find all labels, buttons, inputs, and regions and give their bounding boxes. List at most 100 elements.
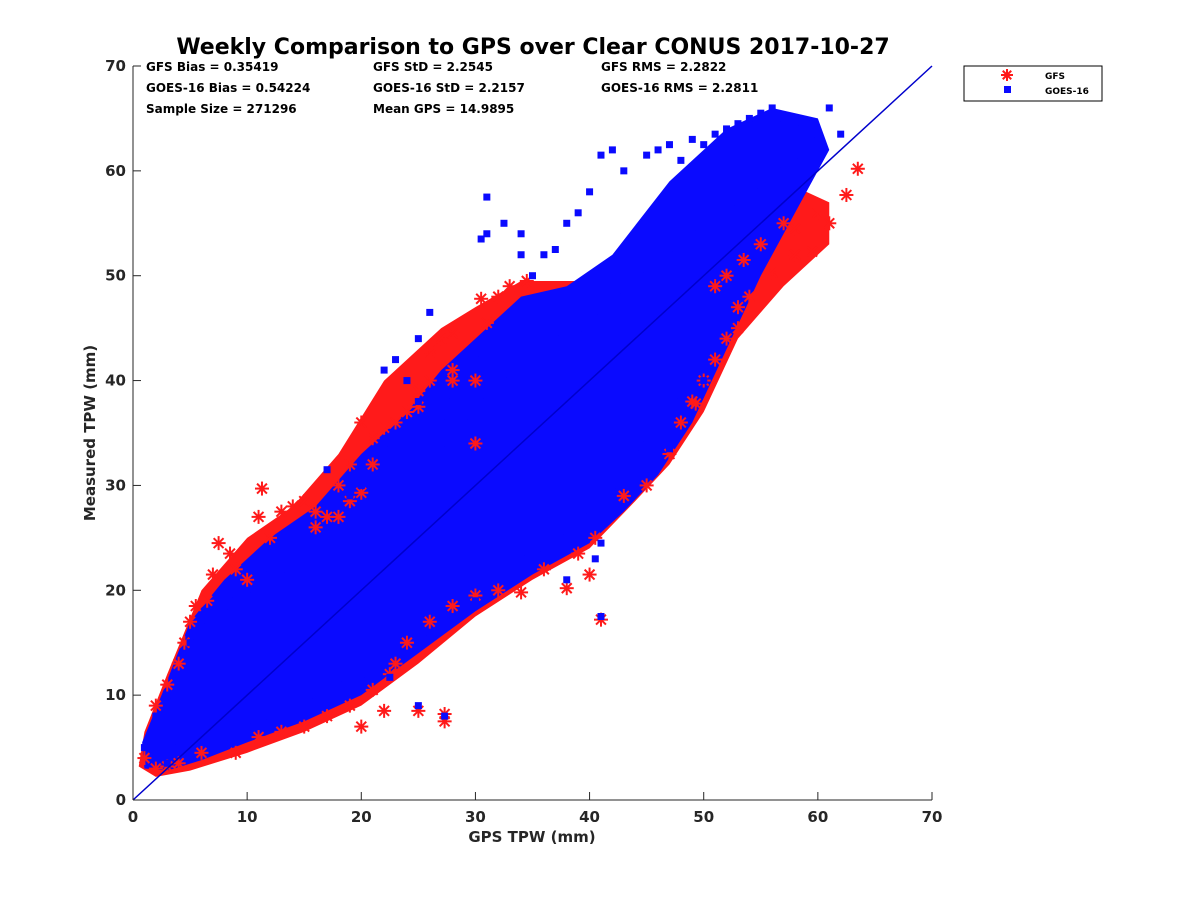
gfs-point-stroke — [812, 207, 824, 219]
gfs-point — [514, 585, 529, 600]
gfs-point — [688, 396, 703, 411]
goes16-point — [797, 151, 805, 159]
gfs-point-stroke — [150, 762, 162, 775]
goes16-point — [643, 151, 651, 159]
goes16-point — [494, 576, 502, 584]
gfs-point-stroke — [161, 679, 173, 691]
goes16-point — [312, 691, 320, 699]
goes16-point — [643, 272, 651, 280]
goes16-point — [665, 445, 673, 453]
gfs-point — [491, 289, 506, 304]
goes16-point — [289, 702, 297, 710]
gfs-point-stroke — [252, 731, 265, 743]
goes16-point — [140, 744, 148, 752]
gfs-point — [422, 347, 437, 362]
goes16-point — [152, 712, 160, 720]
goes16-point — [323, 466, 331, 474]
gfs-point — [308, 504, 323, 519]
gfs-point-stroke — [618, 490, 630, 502]
gfs-point — [708, 279, 723, 294]
gfs-point — [377, 420, 392, 435]
gfs-point-stroke — [207, 568, 219, 581]
gfs-point — [254, 481, 269, 496]
gfs-point — [805, 244, 820, 259]
gfs-point — [765, 265, 780, 280]
goes16-point — [597, 539, 605, 547]
gfs-point-stroke — [389, 416, 402, 429]
goes16-point — [574, 324, 582, 332]
gfs-point-stroke — [287, 500, 299, 513]
gfs-point — [719, 331, 734, 346]
gfs-point-stroke — [367, 684, 379, 696]
x-tick-label: 10 — [237, 808, 258, 826]
gfs-point — [616, 488, 631, 503]
gfs-point-stroke — [583, 568, 596, 581]
gfs-point — [171, 656, 186, 671]
gfs-point — [491, 583, 506, 598]
gfs-point — [736, 252, 751, 267]
gfs-point-stroke — [378, 705, 390, 717]
goes16-point — [197, 738, 205, 746]
goes16-point — [483, 230, 491, 238]
gfs-point-stroke — [806, 245, 818, 258]
gfs-point — [850, 161, 865, 176]
gfs-point-stroke — [275, 726, 288, 738]
gfs-point-stroke — [561, 582, 573, 594]
gfs-point — [342, 698, 357, 713]
goes16-point — [449, 398, 457, 406]
legend-label-goes16: GOES-16 — [1045, 87, 1089, 97]
gfs-point — [320, 709, 335, 724]
goes16-point — [477, 235, 485, 243]
gfs-point — [148, 761, 163, 776]
goes16-point — [163, 759, 171, 767]
goes16-point — [441, 712, 449, 720]
gfs-point — [365, 682, 380, 697]
gfs-point-stroke — [367, 432, 379, 444]
gfs-point-stroke — [389, 658, 402, 670]
goes16-point — [791, 125, 799, 133]
legend-gfs-marker — [1001, 69, 1013, 81]
gfs-point-stroke — [435, 332, 447, 345]
goes16-point — [449, 618, 457, 626]
gfs-point-stroke — [446, 327, 459, 340]
goes16-point — [620, 167, 628, 175]
gfs-point — [730, 300, 745, 315]
gfs-point-stroke — [241, 574, 253, 586]
goes16-point — [688, 230, 696, 238]
gfs-point-stroke — [572, 547, 584, 560]
gfs-point-stroke — [173, 658, 185, 670]
y-tick-label: 30 — [105, 476, 126, 494]
asterisk-icon — [1001, 69, 1013, 81]
gfs-point — [194, 745, 209, 760]
goes16-point — [802, 120, 810, 128]
gfs-point — [251, 509, 266, 524]
y-tick-label: 40 — [105, 372, 126, 390]
gfs-point-stroke — [412, 385, 425, 397]
stat-goes16-std: GOES-16 StD = 2.2157 — [373, 81, 525, 95]
goes16-point — [255, 576, 263, 584]
stat-sample-size: Sample Size = 271296 — [146, 102, 297, 116]
goes16-point — [460, 377, 468, 385]
goes16-point — [540, 544, 548, 552]
goes16-point — [483, 193, 491, 201]
goes16-point — [220, 733, 228, 741]
gfs-point — [399, 405, 414, 420]
gfs-point — [365, 457, 380, 472]
gfs-point-stroke — [355, 720, 367, 733]
gfs-point — [240, 572, 255, 587]
goes16-point — [563, 576, 571, 584]
y-tick-label: 50 — [105, 267, 126, 285]
gfs-point — [223, 546, 238, 561]
gfs-point-stroke — [344, 458, 356, 471]
goes16-point — [300, 539, 308, 547]
goes16-point — [591, 555, 599, 563]
goes16-point — [266, 712, 274, 720]
x-tick-label: 20 — [351, 808, 372, 826]
goes16-point — [586, 513, 594, 521]
goes16-point — [597, 613, 605, 620]
legend-label-gfs: GFS — [1045, 72, 1065, 82]
gfs-point — [354, 719, 369, 734]
gfs-point — [536, 562, 551, 577]
gfs-point-stroke — [201, 595, 213, 607]
goes16-point — [563, 534, 571, 542]
